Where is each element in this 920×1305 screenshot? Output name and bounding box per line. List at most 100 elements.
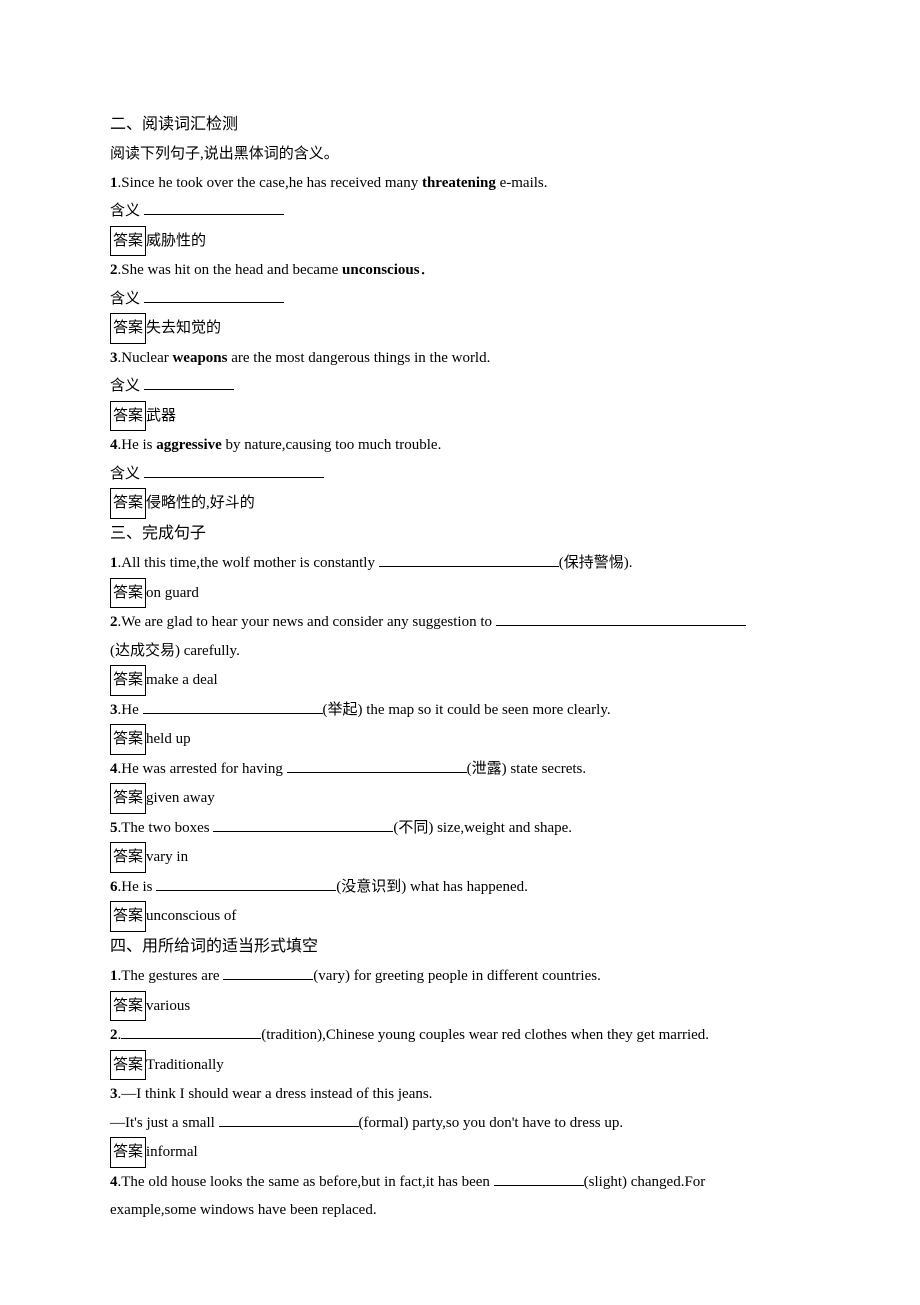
blank <box>287 759 467 773</box>
blank <box>379 554 559 568</box>
blank <box>144 464 324 478</box>
blank <box>494 1172 584 1186</box>
answer-label: 答案 <box>110 901 146 932</box>
s2-item-2: 2.She was hit on the head and became unc… <box>110 256 810 285</box>
s4-item-3-line1: 3.—I think I should wear a dress instead… <box>110 1080 810 1109</box>
answer-line: 答案unconscious of <box>110 901 810 932</box>
item-hint: (举起) the map so it could be seen more cl… <box>323 702 611 718</box>
answer-label: 答案 <box>110 842 146 873</box>
answer-line: 答案on guard <box>110 578 810 609</box>
item-pre: .She was hit on the head and became <box>118 262 343 278</box>
answer-line: 答案武器 <box>110 401 810 432</box>
section-3-heading: 三、完成句子 <box>110 519 810 549</box>
blank <box>144 202 284 216</box>
s4-item-2: 2.(tradition),Chinese young couples wear… <box>110 1021 810 1050</box>
item-hint: (保持警惕). <box>559 555 633 571</box>
item-num: 3 <box>110 702 118 718</box>
section-4-heading: 四、用所给词的适当形式填空 <box>110 932 810 962</box>
s2-item-4: 4.He is aggressive by nature,causing too… <box>110 431 810 460</box>
answer-line: 答案失去知觉的 <box>110 313 810 344</box>
meaning-label: 含义 <box>110 466 144 482</box>
answer-label: 答案 <box>110 1050 146 1081</box>
s3-item-2-line2: (达成交易) carefully. <box>110 637 810 666</box>
item-num: 1 <box>110 175 118 191</box>
s4-item-1: 1.The gestures are (vary) for greeting p… <box>110 962 810 991</box>
item-post: by nature,causing too much trouble. <box>222 437 442 453</box>
answer-line: 答案given away <box>110 783 810 814</box>
answer-text: 失去知觉的 <box>146 320 221 336</box>
answer-label: 答案 <box>110 578 146 609</box>
answer-text: held up <box>146 731 191 747</box>
s2-item-1: 1.Since he took over the case,he has rec… <box>110 169 810 198</box>
answer-label: 答案 <box>110 226 146 257</box>
item-num: 4 <box>110 761 118 777</box>
answer-line: 答案vary in <box>110 842 810 873</box>
item-pre: .He was arrested for having <box>118 761 287 777</box>
answer-line: 答案侵略性的,好斗的 <box>110 488 810 519</box>
item-num: 4 <box>110 437 118 453</box>
item-hint: (泄露) state secrets. <box>467 761 587 777</box>
answer-text: make a deal <box>146 672 218 688</box>
item-pre: .Nuclear <box>118 350 173 366</box>
s4-item-4: 4.The old house looks the same as before… <box>110 1168 810 1197</box>
answer-text: unconscious of <box>146 908 236 924</box>
item-pre: .Since he took over the case,he has rece… <box>118 175 422 191</box>
answer-label: 答案 <box>110 1137 146 1168</box>
item-pre: .We are glad to hear your news and consi… <box>118 614 496 630</box>
item-num: 4 <box>110 1174 118 1190</box>
item-num: 5 <box>110 820 118 836</box>
answer-label: 答案 <box>110 665 146 696</box>
answer-line: 答案make a deal <box>110 665 810 696</box>
item-num: 6 <box>110 879 118 895</box>
item-line1: .—I think I should wear a dress instead … <box>118 1086 433 1102</box>
meaning-line: 含义 <box>110 460 810 489</box>
blank <box>213 818 393 832</box>
item-pre: .He <box>118 702 143 718</box>
blank <box>223 967 313 981</box>
item-pre: .He is <box>118 437 157 453</box>
s3-item-1: 1.All this time,the wolf mother is const… <box>110 549 810 578</box>
meaning-line: 含义 <box>110 285 810 314</box>
item-num: 3 <box>110 350 118 366</box>
item-line2-hint: (formal) party,so you don't have to dres… <box>359 1115 624 1131</box>
item-num: 1 <box>110 555 118 571</box>
answer-text: 威胁性的 <box>146 233 206 249</box>
answer-line: 答案held up <box>110 724 810 755</box>
item-line2-pre: —It's just a small <box>110 1115 219 1131</box>
section-2-instruction: 阅读下列句子,说出黑体词的含义。 <box>110 140 810 169</box>
item-pre: .All this time,the wolf mother is consta… <box>118 555 379 571</box>
answer-line: 答案various <box>110 991 810 1022</box>
item-num: 2 <box>110 262 118 278</box>
item-num: 3 <box>110 1086 118 1102</box>
answer-text: 武器 <box>146 408 176 424</box>
answer-label: 答案 <box>110 991 146 1022</box>
item-hint: (vary) for greeting people in different … <box>313 968 601 984</box>
item-post: are the most dangerous things in the wor… <box>227 350 490 366</box>
item-post: e-mails. <box>496 175 548 191</box>
answer-text: various <box>146 998 190 1014</box>
item-pre: .The gestures are <box>118 968 224 984</box>
answer-line: 答案Traditionally <box>110 1050 810 1081</box>
s2-item-3: 3.Nuclear weapons are the most dangerous… <box>110 344 810 373</box>
meaning-line: 含义 <box>110 372 810 401</box>
blank <box>143 700 323 714</box>
meaning-line: 含义 <box>110 197 810 226</box>
meaning-label: 含义 <box>110 378 144 394</box>
item-num: 1 <box>110 968 118 984</box>
answer-text: 侵略性的,好斗的 <box>146 495 255 511</box>
blank <box>156 877 336 891</box>
bold-word: threatening <box>422 175 496 191</box>
s3-item-2: 2.We are glad to hear your news and cons… <box>110 608 810 637</box>
blank <box>219 1113 359 1127</box>
item-pre: .He is <box>118 879 157 895</box>
answer-label: 答案 <box>110 783 146 814</box>
answer-label: 答案 <box>110 724 146 755</box>
item-num: 2 <box>110 1027 118 1043</box>
bold-word: weapons <box>172 350 227 366</box>
answer-label: 答案 <box>110 488 146 519</box>
s3-item-4: 4.He was arrested for having (泄露) state … <box>110 755 810 784</box>
item-hint: (slight) changed.For <box>584 1174 706 1190</box>
s4-item-3-line2: —It's just a small (formal) party,so you… <box>110 1109 810 1138</box>
meaning-label: 含义 <box>110 203 144 219</box>
blank <box>144 289 284 303</box>
